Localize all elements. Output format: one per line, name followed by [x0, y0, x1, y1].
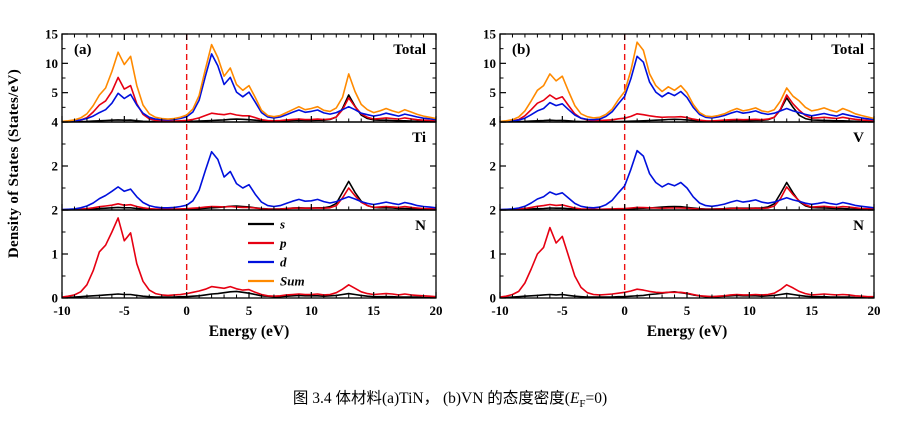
- y-tick-label: 10: [483, 56, 496, 71]
- y-tick-label: 4: [52, 115, 59, 130]
- x-tick-label: -10: [491, 303, 508, 318]
- y-tick-label: 5: [490, 85, 497, 100]
- series-p-curve-n: [61, 217, 437, 298]
- x-tick-label: 20: [868, 303, 881, 318]
- y-tick-label: 10: [45, 56, 58, 71]
- y-axis-title-text: Density of States (States/eV): [5, 69, 22, 259]
- x-tick-label: 15: [805, 303, 819, 318]
- dos-chart-b: 5 10 15 (b) Total 2 4 V 0 1 2 N -10 -5 0 5 10 15 20 Energy …: [483, 27, 881, 341]
- subplot-title-ti: Ti: [412, 130, 426, 146]
- caption-suffix: =0): [585, 390, 608, 407]
- x-tick-label: 5: [684, 303, 691, 318]
- subplot-title-total: Total: [393, 42, 426, 58]
- x-axis-title: Energy (eV): [647, 323, 728, 340]
- caption-prefix: 图 3.4 体材料(a)TiN， (b)VN 的态度密度(: [292, 390, 570, 407]
- series-d-curve-v: [499, 149, 875, 211]
- series-d-curve-ti: [61, 150, 437, 211]
- x-tick-label: 15: [367, 303, 381, 318]
- y-tick-label: 0: [490, 291, 497, 306]
- legend-label-d: d: [280, 255, 287, 270]
- x-tick-label: -5: [557, 303, 568, 318]
- y-tick-label: 2: [52, 203, 59, 218]
- subplot-title-n: N: [415, 218, 426, 234]
- subplot-frame: [499, 33, 875, 123]
- subplot-frame: [61, 121, 437, 211]
- y-tick-label: 1: [490, 247, 497, 262]
- panel-b-vn: 5 10 15 (b) Total 2 4 V 0 1 2 N -10 -5 0 5 10 15 20 Energy …: [462, 20, 886, 352]
- series-d-curve-total: [499, 55, 875, 123]
- series-Sum-curve-total: [499, 41, 875, 123]
- series-p-curve-n: [499, 226, 874, 298]
- legend-label-p: p: [279, 236, 287, 251]
- x-tick-label: 0: [621, 303, 628, 318]
- panel-label-b: (b): [512, 42, 530, 58]
- subplot-title-v: V: [853, 130, 864, 146]
- caption-ef-subscript: F: [579, 398, 586, 411]
- y-tick-label: 0: [52, 291, 59, 306]
- subplot-frame: [499, 121, 875, 211]
- y-tick-label: 1: [52, 247, 59, 262]
- panel-label-a: (a): [74, 42, 92, 58]
- x-tick-label: 10: [305, 303, 318, 318]
- x-tick-label: 20: [430, 303, 443, 318]
- subplot-title-total: Total: [831, 42, 864, 58]
- legend-label-sum: Sum: [280, 274, 305, 289]
- caption-ef-symbol: E: [569, 390, 580, 407]
- y-tick-label: 2: [52, 159, 59, 174]
- x-axis-title: Energy (eV): [209, 323, 290, 340]
- y-axis-title: Density of States (States/eV): [2, 28, 26, 300]
- y-tick-label: 4: [490, 115, 497, 130]
- y-tick-label: 15: [45, 27, 59, 42]
- x-tick-label: -10: [53, 303, 70, 318]
- subplot-frame: [499, 209, 875, 299]
- series-Sum-curve-total: [61, 43, 437, 123]
- x-tick-label: 10: [743, 303, 756, 318]
- subplot-title-n: N: [853, 218, 864, 234]
- legend-label-s: s: [279, 217, 285, 232]
- y-tick-label: 15: [483, 27, 497, 42]
- x-tick-label: 0: [183, 303, 190, 318]
- x-tick-label: 5: [246, 303, 253, 318]
- figure-caption: 图 3.4 体材料(a)TiN， (b)VN 的态度密度(EF=0): [0, 386, 900, 410]
- x-tick-label: -5: [119, 303, 130, 318]
- y-tick-label: 2: [490, 159, 497, 174]
- y-tick-label: 5: [52, 85, 59, 100]
- y-tick-label: 2: [490, 203, 497, 218]
